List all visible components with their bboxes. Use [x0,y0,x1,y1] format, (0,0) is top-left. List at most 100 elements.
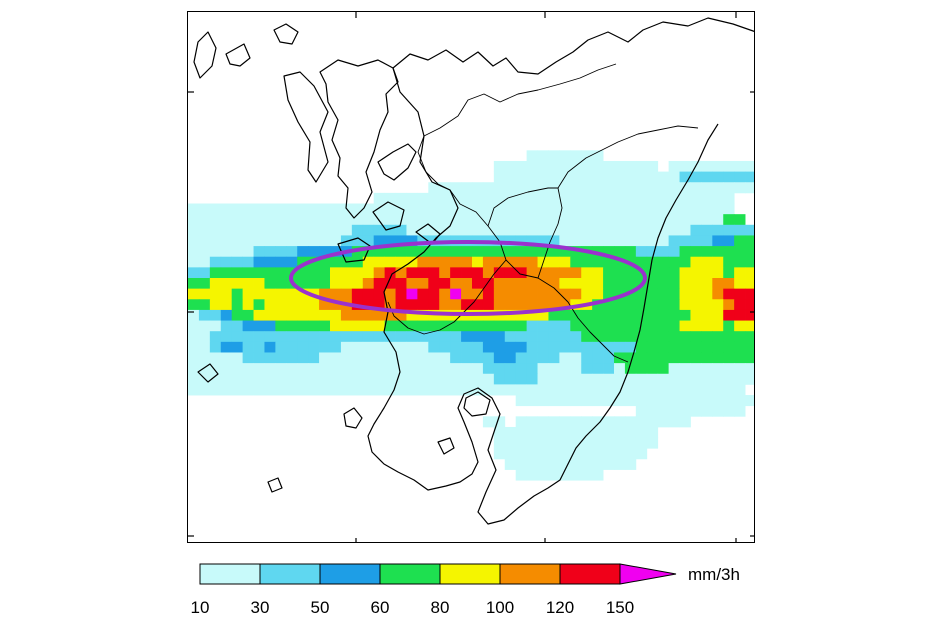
rain-cell [526,171,538,183]
rain-cell [635,426,648,438]
rain-cell [472,278,484,290]
rain-cell [526,373,538,385]
rain-cell [340,288,353,300]
rain-cell [286,214,298,226]
colorbar-tick-label: 10 [190,598,210,617]
rain-cell [319,235,331,247]
rain-cell [712,363,724,375]
rain-cell [701,267,713,279]
rain-cell [537,341,549,353]
rain-cell [592,341,604,353]
rain-cell [635,299,648,311]
rain-cell [559,192,571,204]
rain-cell [297,203,309,215]
rain-cell [679,352,691,364]
rain-cell [515,278,528,290]
rain-cell [559,448,571,460]
rain-cell [330,341,342,353]
rain-cell [537,320,549,332]
rain-cell [275,373,287,385]
rain-cell [635,331,648,343]
rain-cell [264,331,276,343]
rain-cell [668,246,680,258]
rain-cell [188,320,200,332]
rain-cell [745,331,754,343]
rain-cell [701,352,713,364]
rainfall-map [187,11,755,543]
rain-cell [417,352,429,364]
rain-cell [581,309,593,321]
rain-cell [515,426,528,438]
rain-cell [537,182,549,194]
rain-cell [624,341,637,353]
rain-cell [395,341,407,353]
rain-cell [592,256,604,268]
rain-cell [198,309,211,321]
rain-cell [504,331,517,343]
rain-cell [570,373,582,385]
rain-cell [362,363,375,375]
rain-cell [297,320,309,332]
rain-cell [461,331,473,343]
rain-cell [428,182,440,194]
rain-cell [286,224,298,236]
rain-cell [614,395,626,407]
coastline [367,67,719,525]
rain-cell [734,384,746,396]
rain-cell [439,384,451,396]
rain-cell [428,309,440,321]
rain-cell [570,203,582,215]
rain-cell [614,256,626,268]
rain-cell [395,363,407,375]
rain-cell [701,309,713,321]
rain-cell [603,267,615,279]
rain-cell [373,320,386,332]
rain-cell [188,256,200,268]
rain-cell [603,437,615,449]
rain-cell [439,331,451,343]
rain-cell [646,246,659,258]
rain-cell [668,416,680,428]
rain-cell [537,437,549,449]
rain-cell [209,352,222,364]
rain-cell [581,384,593,396]
rain-cell [581,235,593,247]
rain-cell [373,192,386,204]
rain-cell [614,235,626,247]
prefecture-border [417,135,451,191]
rain-cell [603,426,615,438]
rain-cell [220,384,233,396]
rain-cell [581,437,593,449]
rain-cell [745,395,754,407]
rain-cell [188,384,200,396]
rain-cell [657,373,670,385]
rain-cell [450,288,462,300]
rain-cell [330,384,342,396]
rain-cell [439,203,451,215]
rain-cell [548,341,560,353]
rain-cell [668,331,680,343]
rain-cell [690,331,702,343]
rain-cell [242,341,254,353]
rain-cell [406,214,418,226]
rain-cell [668,395,680,407]
coastline [193,31,217,79]
rain-cell [701,395,713,407]
rain-cell [395,320,407,332]
rain-cell [482,341,495,353]
rain-cell [734,309,746,321]
rain-cell [417,267,429,279]
rain-cell [635,246,648,258]
rain-cell [723,246,735,258]
rain-cell [472,288,484,300]
rain-cell [504,309,517,321]
rain-cell [592,426,604,438]
rain-cell [319,309,331,321]
rain-cell [712,192,724,204]
rain-cell [526,256,538,268]
rain-cell [461,363,473,375]
rain-cell [559,341,571,353]
rain-cell [286,235,298,247]
rain-cell [308,267,320,279]
rain-cell [570,437,582,449]
